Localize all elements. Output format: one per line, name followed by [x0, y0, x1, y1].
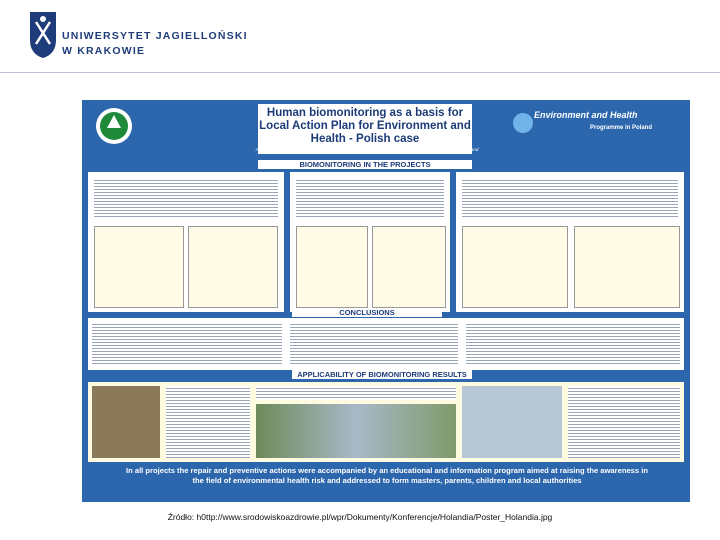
programme-icon: [513, 113, 533, 133]
title-box: Human biomonitoring as a basis for Local…: [258, 104, 472, 154]
university-city: W KRAKOWIE: [62, 45, 146, 57]
authors: Anna Szpryszka-Sikorska Ph.D., Elżbieta …: [255, 147, 479, 152]
section-heading: BIOMONITORING IN THE PROJECTS: [258, 160, 472, 169]
column-panel: [290, 172, 450, 312]
programme-title: Environment and Health: [534, 110, 638, 120]
conclusions-panel: [88, 318, 684, 370]
applicability-panel: [88, 382, 684, 462]
poster-footer: In all projects the repair and preventiv…: [125, 466, 648, 485]
university-name: UNIWERSYTET JAGIELLOŃSKI: [62, 30, 248, 42]
section-heading: APPLICABILITY OF BIOMONITORING RESULTS: [292, 370, 472, 379]
source-caption: Źródło: h0ttp://www.srodowiskoazdrowie.p…: [167, 512, 553, 522]
header-divider: [0, 72, 720, 73]
poster-title: Human biomonitoring as a basis for Local…: [259, 107, 471, 145]
university-logo: [30, 12, 56, 58]
section-heading: CONCLUSIONS: [292, 308, 442, 317]
poster-logo: [96, 108, 132, 144]
column-panel: [456, 172, 684, 312]
programme-subtitle: Programme in Poland: [590, 125, 653, 131]
column-panel: [88, 172, 284, 312]
poster: Human biomonitoring as a basis for Local…: [82, 100, 690, 502]
